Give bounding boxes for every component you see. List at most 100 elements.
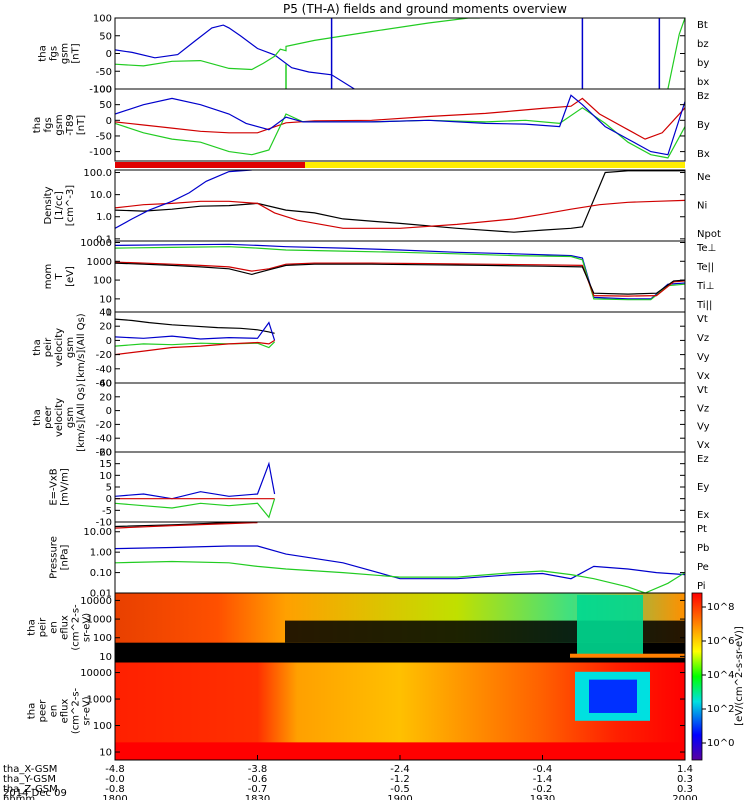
legend-Vx: Vx	[697, 440, 710, 451]
colorbar-ticks: 10^8 10^6 10^4 10^2 10^0	[702, 602, 734, 749]
y-tick-label: 20	[99, 322, 112, 333]
series-Pt	[115, 522, 258, 528]
x-tick-label: -1.2	[390, 774, 410, 785]
y-tick-label: 10	[99, 748, 112, 759]
series-by	[667, 18, 685, 89]
y-tick-label: 10	[99, 294, 112, 305]
legend-Vt: Vt	[697, 314, 708, 325]
panel-frame	[114, 88, 686, 162]
y-tick-label: 100.0	[83, 168, 112, 179]
heatmap-9	[115, 593, 685, 662]
legend-Vy: Vy	[697, 422, 710, 433]
panel-frame	[114, 382, 686, 453]
heatmap-low-energy-band	[115, 642, 685, 662]
y-tick-label: -50	[96, 67, 112, 78]
y-axis-label: momT[eV]	[43, 264, 76, 290]
x-tick-label: 0.3	[677, 774, 693, 785]
series-bx	[115, 24, 355, 89]
y-tick-label: 100	[93, 276, 112, 287]
legend-Ti||: Ti||	[696, 300, 712, 311]
series-Ey	[115, 498, 276, 519]
y-tick-label: 0	[106, 406, 112, 417]
legend-bz: bz	[697, 39, 709, 50]
y-tick-label: -100	[89, 85, 112, 96]
y-tick-label: 5	[106, 483, 112, 494]
legend-Bz: Bz	[697, 91, 709, 102]
y-tick-label: 10000	[80, 238, 112, 249]
panel-6: 40 20 0 -20 -40 -60 thapeervelocitygsm[km/s](A…	[32, 379, 710, 459]
x-tick-label: -1.4	[533, 774, 553, 785]
date-label: 2014 Dec 09	[3, 788, 67, 799]
colorbar-tick-label: 10^2	[707, 704, 734, 715]
x-tick-label: 1.4	[677, 764, 693, 775]
x-row-label: tha_X-GSM	[3, 764, 57, 775]
colorbar-tick-label: 10^0	[707, 738, 734, 749]
y-tick-label: -100	[89, 147, 112, 158]
panel-frame	[114, 451, 686, 523]
panel-10: 10000 1000 100 10 thapeereneflux(cm^2-s-sr-e…	[27, 661, 686, 761]
series-Vy	[115, 341, 276, 349]
series-Vz	[115, 339, 275, 356]
figure-title: P5 (TH-A) fields and ground moments over…	[283, 2, 567, 16]
series-group	[115, 318, 276, 356]
y-tick-label: -40	[96, 434, 112, 445]
y-tick-label: -60	[96, 448, 112, 459]
series-Ex	[115, 461, 276, 500]
series-group	[115, 522, 685, 593]
mode-bar-red	[115, 162, 305, 168]
legend-Pb: Pb	[697, 543, 709, 554]
y-axis-label: thapeireneflux(cm^2-s-sr-eV)	[27, 604, 93, 651]
panel-frame	[114, 240, 686, 313]
y-tick-label: 100	[93, 85, 112, 96]
y-tick-label: 0	[106, 494, 112, 505]
panel-1: 100 50 0 -50 -100 thafgsgsm[nT] Bt bz by bx	[38, 14, 710, 96]
legend-Ex: Ex	[697, 510, 709, 521]
colorbar-tick-label: 10^8	[707, 602, 734, 613]
y-tick-label: 15	[99, 459, 112, 470]
series-Ti⊥	[115, 243, 685, 300]
legend-Pi: Pi	[697, 581, 706, 592]
y-tick-label: 0	[106, 49, 112, 60]
series-Pb	[115, 522, 258, 529]
x-tick-label: -0.4	[533, 764, 553, 775]
panel-frame	[114, 521, 686, 594]
panel-8: 10.00 1.00 0.10 0.01 Pressure[nPa] Pt Pb Pe Pi	[49, 521, 709, 600]
y-tick-label: 100	[93, 14, 112, 25]
legend-By: By	[697, 120, 710, 131]
legend-Vz: Vz	[697, 333, 709, 344]
series-By	[115, 107, 685, 159]
series-group	[115, 94, 685, 159]
y-tick-label: 40	[99, 379, 112, 390]
y-tick-label: -10	[96, 518, 112, 529]
y-tick-label: 100	[93, 721, 112, 732]
series-group	[115, 18, 685, 89]
legend-Pe: Pe	[697, 562, 709, 573]
x-tick-label: -0.8	[105, 784, 125, 795]
y-axis-label: thafgsgsm[nT]	[38, 43, 82, 64]
y-tick-label: 1000	[87, 257, 112, 268]
panel-9: 10000 1000 100 10 thapeireneflux(cm^2-s-sr-e…	[27, 592, 686, 663]
y-tick-label: -20	[96, 420, 112, 431]
legend-Ni: Ni	[697, 201, 707, 212]
colorbar-label: [eV/(cm^2-s-sr-eV)]	[734, 626, 745, 726]
series-by	[115, 18, 480, 71]
series-Te⊥	[115, 261, 685, 297]
series-Pi	[115, 545, 685, 580]
y-axis-label: Pressure[nPa]	[49, 536, 71, 579]
y-tick-label: 20	[99, 392, 112, 403]
legend-by: by	[697, 58, 709, 69]
legend-Npot: Npot	[697, 229, 721, 240]
x-tick-label: -2.4	[390, 764, 410, 775]
y-tick-label: 10	[99, 652, 112, 663]
y-axis-label: thapeereneflux(cm^2-s-sr-eV)	[27, 687, 93, 734]
y-tick-label: 0.10	[90, 568, 112, 579]
y-axis-label: thapeirvelocitygsm[km/s](All Qs)	[32, 313, 87, 381]
y-tick-label: 0	[106, 336, 112, 347]
x-tick-label: -0.6	[248, 774, 268, 785]
panel-3: 100.0 10.0 1.0 0.1 Density[1/cc][cm^-3] Ne Ni N…	[43, 168, 721, 245]
y-tick-label: 10.0	[90, 190, 112, 201]
x-tick-label: -4.8	[105, 764, 125, 775]
legend-Te||: Te||	[696, 262, 714, 273]
